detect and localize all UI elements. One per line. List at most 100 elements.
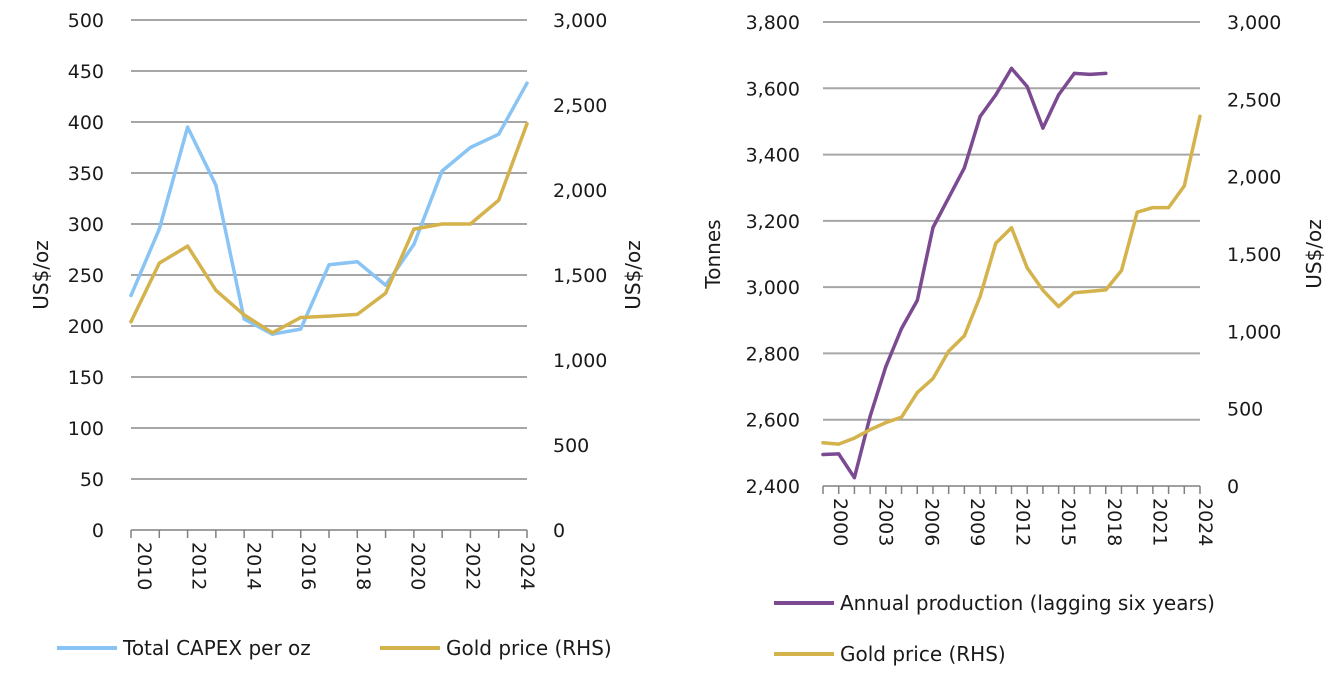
legend-label: Gold price (RHS) bbox=[446, 636, 612, 660]
data-point bbox=[468, 222, 472, 226]
x-tick-label: 2006 bbox=[920, 498, 942, 546]
data-point bbox=[242, 313, 246, 317]
data-point bbox=[355, 260, 359, 264]
data-point bbox=[157, 227, 161, 231]
data-point bbox=[214, 183, 218, 187]
y-tick-label: 2,600 bbox=[746, 410, 800, 432]
y2-tick-label: 500 bbox=[553, 435, 589, 457]
data-point bbox=[129, 293, 133, 297]
data-point bbox=[899, 415, 904, 419]
data-point bbox=[384, 283, 388, 287]
data-point bbox=[837, 452, 841, 456]
data-point bbox=[994, 241, 998, 245]
data-point bbox=[931, 225, 935, 230]
data-point bbox=[384, 291, 388, 295]
data-point bbox=[242, 317, 246, 321]
y-tick-label: 500 bbox=[68, 10, 104, 32]
data-point bbox=[1119, 268, 1124, 273]
data-point bbox=[821, 441, 825, 445]
y-tick-label: 100 bbox=[68, 418, 104, 440]
data-point bbox=[962, 166, 967, 170]
data-point bbox=[186, 244, 190, 248]
y2-tick-label: 2,500 bbox=[1227, 89, 1281, 111]
data-point bbox=[1041, 126, 1045, 130]
legend-label: Annual production (lagging six years) bbox=[840, 591, 1215, 615]
y2-tick-label: 0 bbox=[1227, 476, 1239, 498]
production-chart: 2,400 2,600 2,800 3,000 3,200 3,400 3,600 3,800… bbox=[701, 12, 1326, 666]
data-point bbox=[129, 320, 133, 324]
y-axis-title: US$/oz bbox=[29, 240, 53, 310]
data-point bbox=[1104, 71, 1108, 75]
data-point bbox=[327, 314, 331, 318]
x-tick-label: 2003 bbox=[875, 498, 897, 546]
data-point bbox=[868, 428, 872, 432]
series-line-0 bbox=[821, 66, 1108, 480]
series-line-1 bbox=[821, 114, 1202, 446]
data-point bbox=[1182, 184, 1186, 188]
data-point bbox=[915, 298, 919, 302]
data-point bbox=[1072, 291, 1076, 295]
series-line-1 bbox=[129, 121, 529, 335]
legend-label: Gold price (RHS) bbox=[840, 642, 1006, 666]
y2-axis-title: US$/oz bbox=[621, 240, 645, 310]
x-tick-label: 2022 bbox=[461, 542, 483, 590]
data-point bbox=[1057, 305, 1061, 309]
x-tick-label: 2000 bbox=[829, 498, 851, 546]
data-point bbox=[852, 476, 857, 480]
y-tick-label: 250 bbox=[68, 265, 104, 287]
data-point bbox=[821, 452, 825, 457]
y-tick-label: 3,400 bbox=[746, 145, 800, 167]
x-tick-label: 2014 bbox=[242, 542, 264, 590]
data-point bbox=[412, 242, 416, 246]
data-point bbox=[1025, 85, 1029, 89]
data-point bbox=[915, 391, 919, 395]
data-point bbox=[299, 315, 303, 320]
data-point bbox=[868, 414, 872, 418]
data-point bbox=[1025, 266, 1029, 270]
y2-tick-label: 500 bbox=[1227, 399, 1263, 421]
y2-tick-label: 0 bbox=[553, 520, 565, 542]
y-tick-label: 3,600 bbox=[746, 78, 800, 100]
data-point bbox=[299, 327, 303, 331]
y2-tick-label: 1,000 bbox=[553, 350, 607, 372]
y2-tick-label: 2,000 bbox=[553, 180, 607, 202]
y2-tick-label: 2,500 bbox=[553, 95, 607, 117]
x-tick-label: 2009 bbox=[966, 498, 988, 546]
x-tick-label: 2012 bbox=[1012, 498, 1034, 546]
x-tick-label: 2024 bbox=[516, 542, 538, 590]
y-tick-label: 2,800 bbox=[746, 343, 800, 365]
x-tick-label: 2012 bbox=[188, 542, 210, 590]
data-point bbox=[962, 334, 967, 338]
data-point bbox=[440, 222, 444, 226]
data-point bbox=[1151, 206, 1155, 210]
y-tick-label: 300 bbox=[68, 214, 104, 236]
y-tick-label: 3,000 bbox=[746, 277, 800, 299]
y2-tick-label: 3,000 bbox=[1227, 12, 1281, 34]
data-point bbox=[412, 227, 416, 231]
data-point bbox=[1057, 93, 1061, 97]
data-point bbox=[884, 365, 888, 369]
data-point bbox=[440, 169, 444, 173]
data-point bbox=[1104, 288, 1108, 292]
data-point bbox=[1041, 288, 1045, 292]
x-tick-label: 2024 bbox=[1194, 498, 1216, 546]
data-point bbox=[497, 132, 501, 136]
y2-tick-label: 1,000 bbox=[1227, 321, 1281, 343]
data-point bbox=[978, 114, 982, 119]
data-point bbox=[947, 196, 951, 200]
data-point bbox=[884, 421, 888, 425]
y-tick-label: 200 bbox=[68, 316, 104, 338]
y-tick-label: 350 bbox=[68, 163, 104, 185]
y-tick-label: 150 bbox=[68, 367, 104, 389]
y-tick-label: 3,800 bbox=[746, 12, 800, 34]
data-point bbox=[157, 261, 161, 265]
data-point bbox=[1009, 66, 1014, 70]
y-tick-label: 3,200 bbox=[746, 211, 800, 233]
data-point bbox=[186, 125, 190, 129]
data-point bbox=[468, 145, 472, 150]
x-tick-label: 2018 bbox=[1103, 498, 1125, 546]
x-tick-label: 2018 bbox=[352, 542, 374, 590]
legend-label: Total CAPEX per oz bbox=[122, 636, 311, 660]
y-tick-label: 400 bbox=[68, 112, 104, 134]
